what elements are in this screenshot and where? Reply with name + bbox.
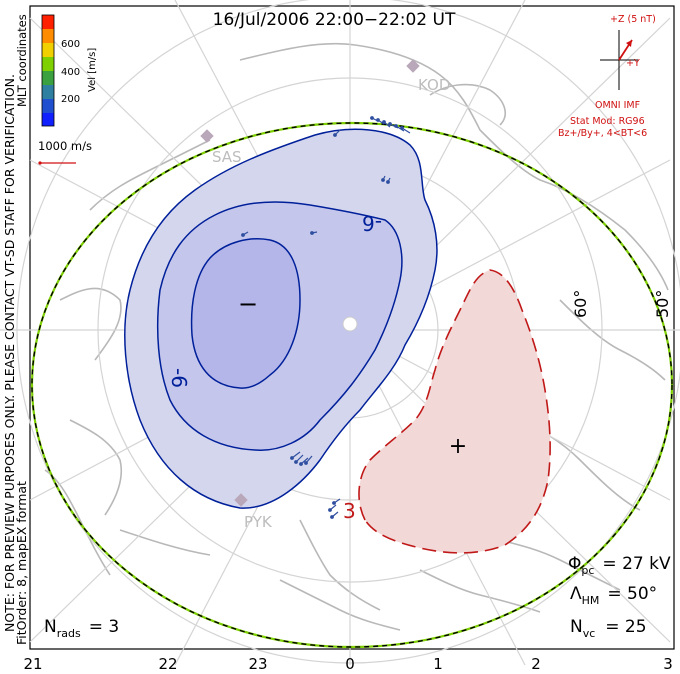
colorbar-segment: [42, 99, 54, 113]
map-title: 16/Jul/2006 22:00−22:02 UT: [213, 10, 456, 30]
mlt-label-21: 21: [23, 655, 42, 673]
mlt-label-22: 22: [158, 655, 177, 673]
colorbar-tick-400: 400: [61, 67, 80, 78]
stats-phi-pc: Φpc = 27 kV: [568, 554, 671, 577]
imf-stat-mod: Stat Mod: RG96: [570, 116, 645, 127]
pole-marker: [342, 316, 358, 332]
station-labels: SAS KOD PYK: [212, 76, 450, 531]
velocity-scale-label: 1000 m/s: [38, 139, 92, 153]
negative-contour-label-2: -6: [167, 368, 191, 388]
colorbar-segment: [42, 29, 54, 43]
mlt-label-2: 2: [531, 655, 541, 673]
negative-cell: − -6 -6: [124, 128, 438, 509]
svg-text:Nvc= 25: Nvc = 25: [570, 617, 647, 640]
mlt-coords-label: MLT coordinates: [15, 14, 29, 107]
colorbar-segment: [42, 113, 54, 126]
imf-arrow-icon: [626, 40, 632, 47]
station-markers: [200, 59, 420, 507]
mlt-axis: 21 22 23 0 1 2 3: [23, 655, 672, 673]
svg-text:ΛHM= 50°: ΛHM = 50°: [570, 584, 657, 607]
colorbar-tick-600: 600: [61, 39, 80, 50]
colorbar-segment: [42, 57, 54, 71]
imf-bz-label: +Z (5 nT): [610, 14, 656, 25]
colorbar-segment: [42, 15, 54, 29]
positive-contour-label: 3: [343, 499, 356, 523]
lat-label-60: 60°: [571, 290, 590, 318]
lat-label-50: 50°: [653, 290, 672, 318]
mlt-label-23: 23: [248, 655, 267, 673]
mlt-label-0: 0: [345, 655, 355, 673]
colorbar-segment: [42, 43, 54, 57]
stats-lambda-hm: ΛHM = 50°: [570, 584, 657, 607]
mlt-label-1: 1: [433, 655, 443, 673]
svg-text:Nrads= 3: Nrads = 3: [44, 617, 119, 640]
imf-source: OMNI IMF: [595, 100, 640, 111]
hm-boundary: [30, 121, 674, 649]
colorbar-label: Vel [m/s]: [87, 48, 98, 92]
station-marker-kod: [406, 59, 420, 73]
imf-condition: Bz+/By+, 4<BT<6: [558, 128, 647, 139]
station-marker-sas: [200, 129, 214, 143]
fitorder-note: FitOrder: 8, mapEX format: [14, 481, 29, 645]
imf-by-label: +Y: [626, 58, 640, 69]
colorbar-tick-200: 200: [61, 94, 80, 105]
colorbar-segment: [42, 85, 54, 99]
coastlines: [44, 42, 669, 631]
colorbar-segment: [42, 71, 54, 85]
velocity-vectors: [241, 116, 411, 519]
stats-n-rads: Nrads = 3: [44, 617, 119, 640]
negative-contour-label-1: -6: [362, 211, 382, 235]
station-label-kod: KOD: [418, 76, 450, 94]
station-label-sas: SAS: [212, 148, 242, 166]
positive-center-symbol: +: [449, 434, 467, 459]
svg-text:Φpc= 27 kV: Φpc = 27 kV: [568, 554, 671, 577]
velocity-colorbar: 600 400 200 Vel [m/s]: [41, 14, 98, 127]
station-marker-pyk: [234, 493, 248, 507]
stats-n-vc: Nvc = 25: [570, 617, 647, 640]
preview-note: NOTE: FOR PREVIEW PURPOSES ONLY. PLEASE …: [2, 74, 17, 632]
imf-clock: +Z (5 nT) +Y OMNI IMF Stat Mod: RG96 Bz+…: [558, 14, 656, 139]
positive-cell: + 3: [343, 269, 551, 554]
velocity-scale-dot: [38, 161, 42, 165]
station-label-pyk: PYK: [244, 513, 273, 531]
positive-contour: [358, 269, 551, 554]
mlt-label-3: 3: [663, 655, 673, 673]
negative-center-symbol: −: [238, 290, 258, 318]
negative-contour-inner: [190, 238, 301, 389]
